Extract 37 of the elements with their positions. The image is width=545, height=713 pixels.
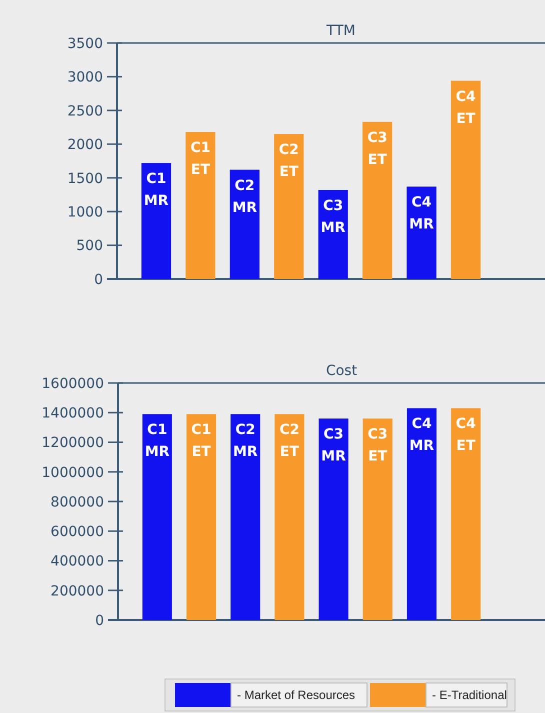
x-tick-label: C3 MR <box>321 426 346 465</box>
y-tick-label: 1000000 <box>42 464 104 481</box>
x-tick-label: C1 MR <box>144 422 170 460</box>
y-tick-label: 400000 <box>50 554 104 570</box>
y-tick-label: 3000 <box>67 70 103 86</box>
x-tick-label: C2 ET <box>279 422 300 460</box>
x-tick-label: C3 MR <box>320 198 346 236</box>
y-tick-label: 1600000 <box>42 376 104 392</box>
y-tick-label: 800000 <box>50 494 104 510</box>
x-tick-label: C1 ET <box>190 140 210 178</box>
y-tick-label: 1400000 <box>42 406 104 422</box>
x-tick-label: C4 ET <box>456 88 476 127</box>
x-tick-label: C1 MR <box>144 171 169 210</box>
y-tick-label: 600000 <box>50 524 104 540</box>
y-tick-label: 1500 <box>67 170 103 187</box>
x-tick-label: C2 ET <box>278 142 299 180</box>
chart-title: TTM <box>326 23 356 39</box>
y-tick-label: 0 <box>94 272 103 288</box>
chart-title: Cost <box>326 363 358 379</box>
y-tick-label: 2500 <box>67 103 103 120</box>
y-tick-label: 200000 <box>50 583 104 600</box>
x-tick-label: C3 ET <box>368 426 388 465</box>
legend-label: - E-Traditional <box>432 688 507 702</box>
y-tick-label: 500 <box>76 238 103 254</box>
y-tick-label: 2000 <box>67 137 103 154</box>
x-tick-label: C4 MR <box>409 194 434 233</box>
x-tick-label: C4 ET <box>456 416 476 454</box>
x-tick-label: C2 MR <box>233 422 258 460</box>
x-tick-label: C3 ET <box>367 130 388 168</box>
y-tick-label: 1000 <box>67 204 103 220</box>
x-tick-label: C2 MR <box>232 178 258 216</box>
y-tick-label: 1200000 <box>42 435 104 452</box>
y-tick-label: 3500 <box>67 36 103 52</box>
x-tick-label: C4 MR <box>409 416 434 454</box>
x-tick-label: C1 ET <box>191 422 212 460</box>
y-tick-label: 0 <box>95 612 104 629</box>
legend-label: - Market of Resources <box>237 688 356 702</box>
